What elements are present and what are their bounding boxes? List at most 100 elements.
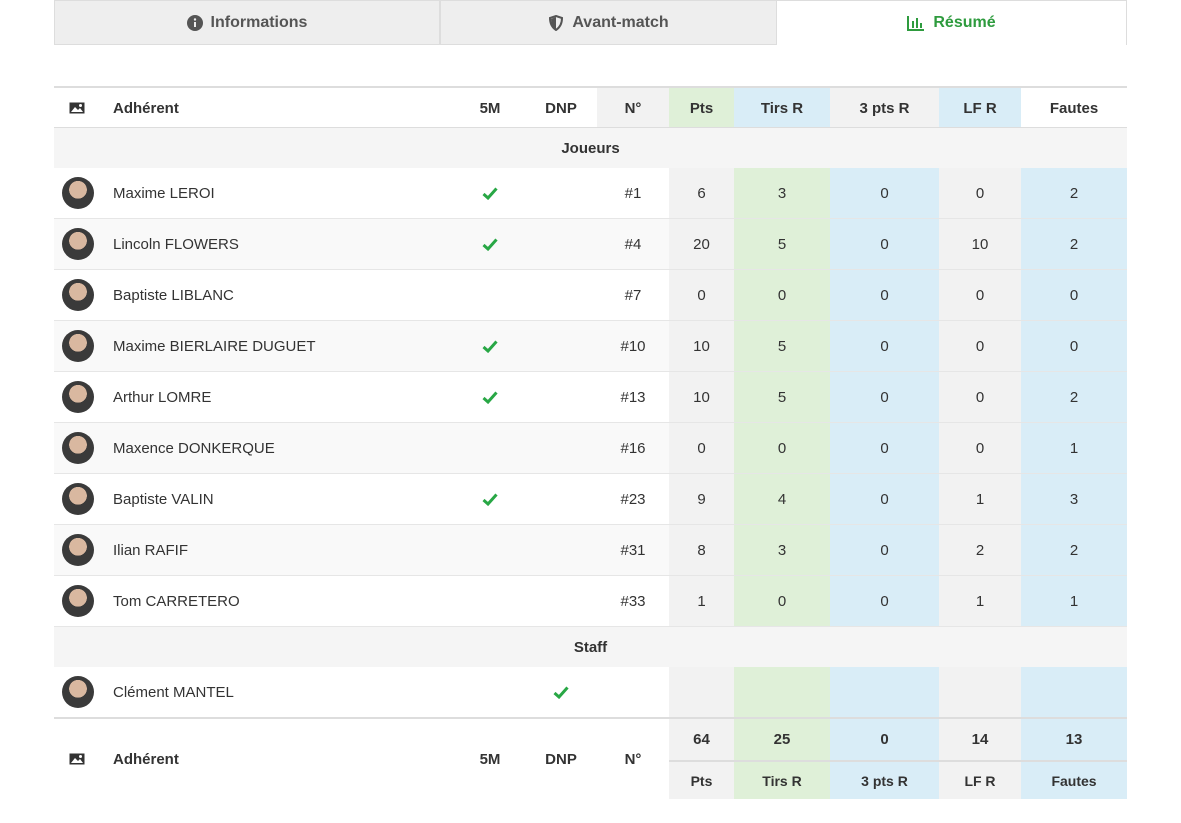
tab-informations[interactable]: Informations — [54, 0, 440, 45]
five-check — [455, 474, 525, 525]
five-check — [455, 168, 525, 219]
info-icon — [186, 14, 203, 31]
jersey-number: #13 — [620, 389, 646, 406]
stat-cell — [1021, 525, 1127, 576]
avatar — [62, 585, 94, 617]
avatar — [62, 483, 94, 515]
column-header: Pts — [669, 88, 734, 128]
row-border — [54, 86, 1127, 88]
stat-value: 6 — [697, 185, 706, 202]
tab-label: Avant-match — [572, 13, 669, 31]
member-name: Baptiste LIBLANC — [113, 287, 234, 304]
total-value: 64 — [669, 719, 734, 760]
stat-value: 9 — [697, 491, 706, 508]
stat-cell — [734, 423, 830, 474]
stat-cell — [939, 372, 1021, 423]
stat-cell — [939, 321, 1021, 372]
stat-cell — [734, 321, 830, 372]
column-header: LF R — [939, 88, 1021, 128]
stat-cell — [939, 219, 1021, 270]
member-name: Baptiste VALIN — [113, 491, 214, 508]
stat-value: 0 — [975, 440, 985, 457]
member-name: Clément MANTEL — [113, 684, 234, 701]
stat-cell — [734, 270, 830, 321]
stat-value: 0 — [880, 185, 889, 202]
footer-header: 5M — [479, 750, 501, 768]
dnp-check — [525, 667, 597, 718]
total-value: 25 — [734, 719, 830, 760]
member-name: Maxence DONKERQUE — [113, 440, 275, 457]
stat-value: 0 — [975, 389, 985, 406]
stat-cell — [1021, 667, 1127, 718]
tab-avant-match[interactable]: Avant-match — [440, 0, 777, 45]
jersey-number: #33 — [620, 593, 646, 610]
section-header: Staff — [54, 627, 1127, 667]
stat-value: 0 — [975, 338, 985, 355]
footer-header: Tirs R — [734, 762, 830, 799]
stat-value: 1 — [975, 491, 985, 508]
jersey-number: #16 — [620, 440, 646, 457]
five-check — [455, 372, 525, 423]
stat-value: 2 — [1069, 236, 1079, 253]
avatar — [62, 534, 94, 566]
stat-value: 1 — [1069, 440, 1079, 457]
stat-value: 0 — [880, 389, 889, 406]
image-icon — [54, 88, 100, 128]
stat-cell — [830, 667, 939, 718]
stat-cell — [734, 219, 830, 270]
avatar — [62, 279, 94, 311]
stat-cell — [1021, 372, 1127, 423]
stat-cell — [939, 270, 1021, 321]
stat-value: 1 — [1069, 593, 1079, 610]
stat-cell — [830, 270, 939, 321]
tab-label: Informations — [210, 13, 308, 31]
stat-cell — [734, 168, 830, 219]
footer-header: Adhérent — [113, 750, 179, 768]
jersey-number: #23 — [620, 491, 646, 508]
member-name: Ilian RAFIF — [113, 542, 189, 559]
stat-cell — [939, 474, 1021, 525]
stat-value: 3 — [1069, 491, 1079, 508]
tab-resume[interactable]: Résumé — [777, 0, 1127, 45]
stat-value: 0 — [880, 338, 889, 355]
stat-value: 5 — [777, 389, 787, 406]
stat-cell — [669, 321, 734, 372]
stat-cell — [1021, 321, 1127, 372]
stat-cell — [669, 423, 734, 474]
stat-value: 0 — [880, 491, 889, 508]
jersey-number: #31 — [620, 542, 646, 559]
footer-header: 3 pts R — [830, 762, 939, 799]
stat-cell — [669, 168, 734, 219]
stat-value: 2 — [975, 542, 985, 559]
footer-header: LF R — [939, 762, 1021, 799]
stat-cell — [734, 576, 830, 627]
column-header: Adhérent — [113, 99, 179, 117]
column-header: Tirs R — [734, 88, 830, 128]
row-border — [54, 717, 1127, 719]
total-value: 0 — [830, 719, 939, 760]
stat-cell — [1021, 219, 1127, 270]
stat-value: 0 — [1069, 287, 1079, 304]
avatar — [62, 381, 94, 413]
stat-cell — [669, 474, 734, 525]
shield-icon — [549, 14, 564, 31]
stat-value: 0 — [880, 236, 889, 253]
stat-value: 1 — [697, 593, 706, 610]
stat-cell — [939, 667, 1021, 718]
stat-cell — [669, 576, 734, 627]
stat-value: 0 — [777, 287, 787, 304]
total-value: 14 — [939, 719, 1021, 760]
section-header: Joueurs — [54, 128, 1127, 168]
tab-label: Résumé — [933, 14, 996, 31]
stat-value: 10 — [693, 338, 710, 355]
column-header: DNP — [545, 99, 577, 117]
member-name: Tom CARRETERO — [113, 593, 240, 610]
footer-header: Fautes — [1021, 762, 1127, 799]
stat-cell — [1021, 168, 1127, 219]
stat-value: 3 — [777, 185, 787, 202]
stat-value: 0 — [880, 287, 889, 304]
stat-cell — [669, 667, 734, 718]
stat-cell — [734, 525, 830, 576]
avatar — [62, 432, 94, 464]
